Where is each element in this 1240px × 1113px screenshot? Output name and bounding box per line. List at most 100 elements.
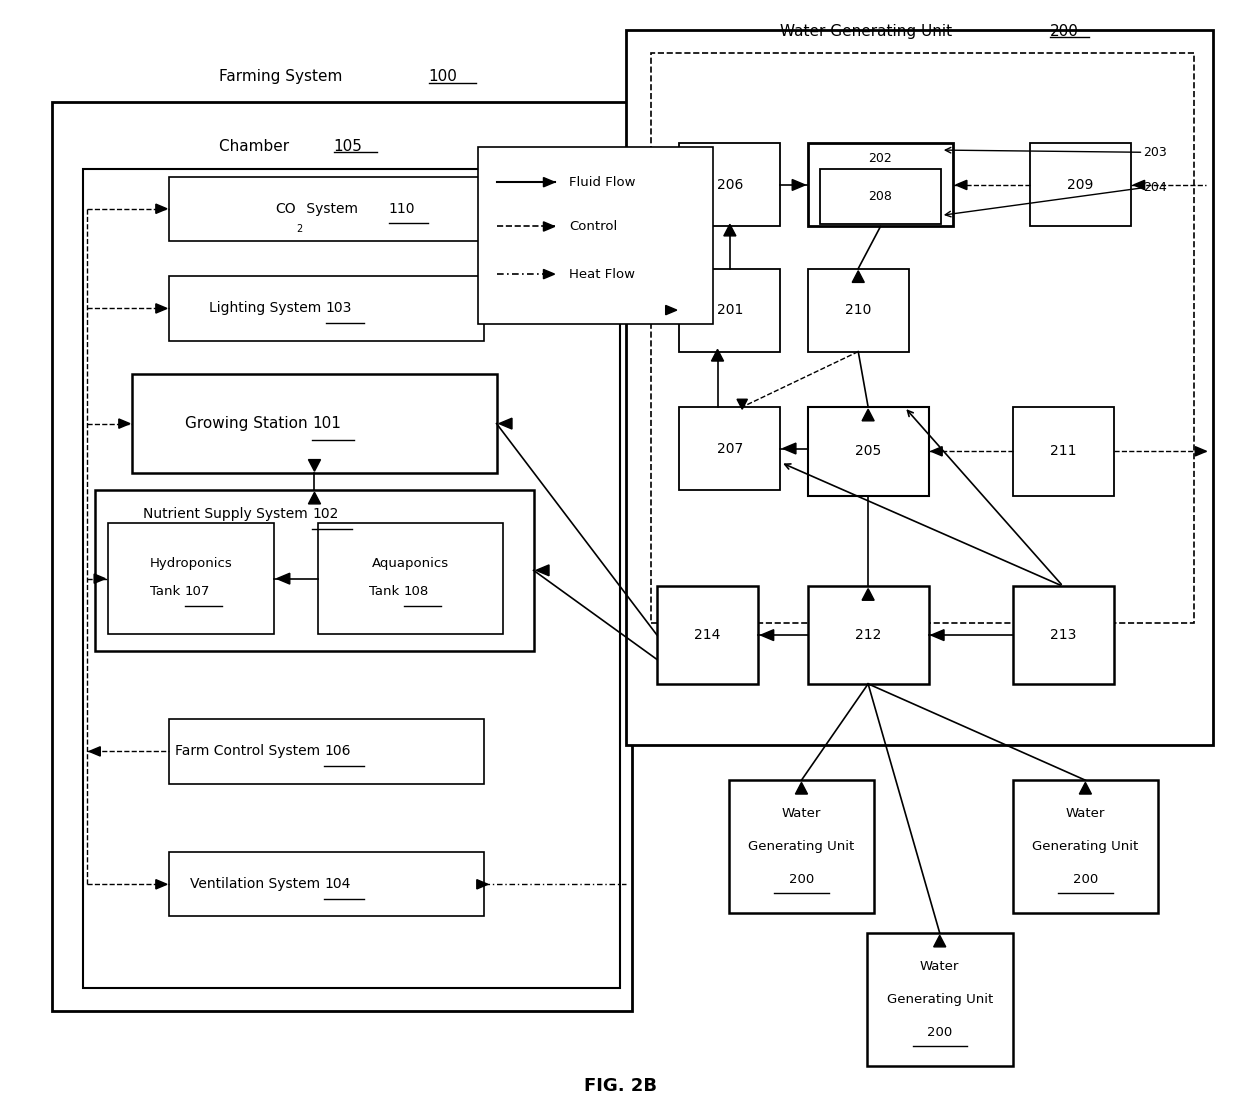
- FancyBboxPatch shape: [1030, 144, 1131, 226]
- Text: 213: 213: [1050, 628, 1076, 642]
- Polygon shape: [1079, 782, 1091, 794]
- Polygon shape: [309, 460, 320, 471]
- Polygon shape: [89, 747, 100, 756]
- FancyBboxPatch shape: [807, 144, 954, 226]
- Polygon shape: [760, 630, 774, 641]
- Text: 100: 100: [429, 69, 458, 85]
- Text: 210: 210: [846, 303, 872, 317]
- Polygon shape: [543, 269, 554, 278]
- Text: Growing Station: Growing Station: [185, 416, 312, 431]
- Text: Fluid Flow: Fluid Flow: [569, 176, 636, 189]
- Polygon shape: [724, 224, 735, 236]
- Text: CO: CO: [275, 201, 296, 216]
- Polygon shape: [277, 573, 290, 584]
- Text: Water: Water: [781, 807, 821, 820]
- Text: Tank: Tank: [370, 585, 404, 599]
- Text: Farm Control System: Farm Control System: [175, 745, 325, 758]
- Text: 103: 103: [326, 302, 352, 315]
- Text: 208: 208: [868, 190, 893, 203]
- Text: 200: 200: [1049, 24, 1079, 39]
- Polygon shape: [666, 305, 677, 315]
- Polygon shape: [852, 270, 864, 283]
- Text: 2: 2: [296, 224, 303, 234]
- Polygon shape: [498, 418, 512, 429]
- Text: Generating Unit: Generating Unit: [1032, 840, 1138, 854]
- Text: Ventilation System: Ventilation System: [190, 877, 325, 892]
- Polygon shape: [156, 879, 167, 889]
- Polygon shape: [94, 574, 105, 583]
- FancyBboxPatch shape: [52, 102, 632, 1011]
- Polygon shape: [543, 178, 554, 187]
- FancyBboxPatch shape: [1013, 407, 1114, 495]
- Text: System: System: [303, 201, 362, 216]
- FancyBboxPatch shape: [1013, 780, 1158, 913]
- Text: Control: Control: [569, 220, 618, 233]
- Text: Water: Water: [1065, 807, 1105, 820]
- Text: Water: Water: [920, 959, 960, 973]
- Polygon shape: [862, 589, 874, 600]
- Polygon shape: [862, 410, 874, 421]
- Text: 104: 104: [325, 877, 351, 892]
- Text: Hydroponics: Hydroponics: [150, 556, 232, 570]
- Text: Generating Unit: Generating Unit: [887, 993, 993, 1006]
- Text: Heat Flow: Heat Flow: [569, 267, 635, 280]
- FancyBboxPatch shape: [317, 523, 502, 634]
- FancyBboxPatch shape: [867, 933, 1013, 1066]
- Polygon shape: [156, 304, 167, 313]
- Text: 204: 204: [1143, 181, 1167, 195]
- Text: 200: 200: [1073, 874, 1097, 886]
- Polygon shape: [156, 204, 167, 214]
- Polygon shape: [795, 782, 807, 794]
- Polygon shape: [934, 935, 946, 947]
- Text: 212: 212: [854, 628, 882, 642]
- FancyBboxPatch shape: [680, 144, 780, 226]
- Text: Chamber: Chamber: [218, 139, 294, 155]
- Text: 211: 211: [1050, 444, 1076, 459]
- FancyBboxPatch shape: [133, 374, 496, 473]
- Text: 203: 203: [1143, 146, 1167, 159]
- FancyBboxPatch shape: [83, 169, 620, 988]
- Text: 202: 202: [868, 152, 893, 166]
- Text: 214: 214: [694, 628, 720, 642]
- FancyBboxPatch shape: [1013, 587, 1114, 683]
- Polygon shape: [737, 400, 748, 410]
- Polygon shape: [543, 221, 554, 232]
- Text: 200: 200: [928, 1026, 952, 1040]
- Text: 200: 200: [789, 874, 815, 886]
- Text: 209: 209: [1068, 178, 1094, 191]
- Text: FIG. 2B: FIG. 2B: [584, 1077, 656, 1095]
- Text: 207: 207: [717, 442, 743, 455]
- Polygon shape: [792, 179, 805, 190]
- FancyBboxPatch shape: [95, 490, 533, 651]
- Text: 206: 206: [717, 178, 743, 191]
- Text: Water Generating Unit: Water Generating Unit: [780, 24, 957, 39]
- FancyBboxPatch shape: [479, 147, 713, 324]
- Text: Generating Unit: Generating Unit: [748, 840, 854, 854]
- FancyBboxPatch shape: [807, 268, 909, 352]
- FancyBboxPatch shape: [680, 268, 780, 352]
- Polygon shape: [782, 443, 796, 454]
- FancyBboxPatch shape: [626, 30, 1213, 745]
- FancyBboxPatch shape: [680, 407, 780, 490]
- FancyBboxPatch shape: [807, 407, 929, 495]
- FancyBboxPatch shape: [651, 52, 1194, 623]
- Text: 105: 105: [334, 139, 362, 155]
- Polygon shape: [309, 492, 320, 504]
- Polygon shape: [536, 565, 549, 575]
- Polygon shape: [477, 879, 487, 889]
- Text: 108: 108: [404, 585, 429, 599]
- Polygon shape: [956, 180, 967, 189]
- Polygon shape: [931, 630, 944, 641]
- FancyBboxPatch shape: [170, 719, 484, 784]
- Text: 201: 201: [717, 303, 743, 317]
- Text: 205: 205: [856, 444, 882, 459]
- FancyBboxPatch shape: [729, 780, 874, 913]
- FancyBboxPatch shape: [108, 523, 274, 634]
- FancyBboxPatch shape: [820, 169, 941, 224]
- Text: 106: 106: [325, 745, 351, 758]
- Text: Tank: Tank: [150, 585, 185, 599]
- Polygon shape: [119, 418, 130, 429]
- FancyBboxPatch shape: [170, 177, 484, 240]
- Polygon shape: [931, 446, 942, 456]
- FancyBboxPatch shape: [657, 587, 758, 683]
